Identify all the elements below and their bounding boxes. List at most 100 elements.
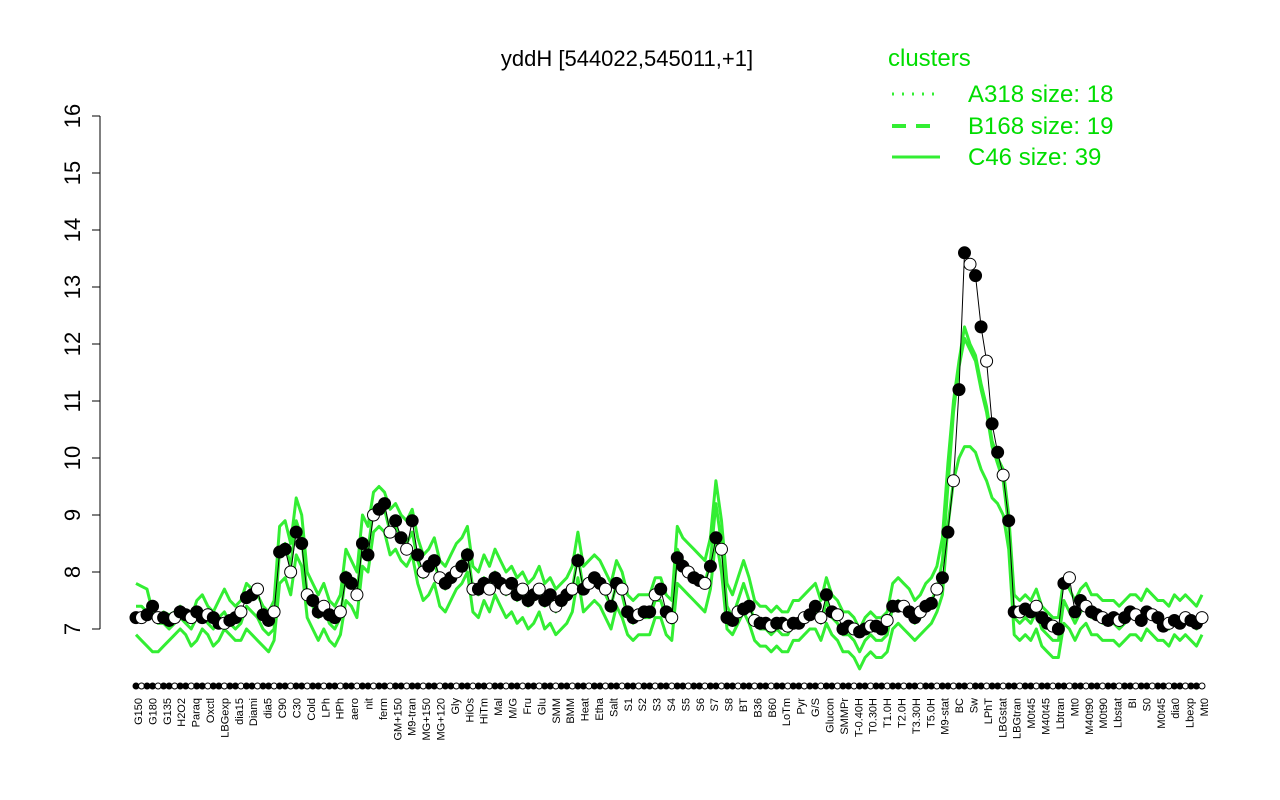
data-point xyxy=(654,582,668,596)
x-tick-label: S0 xyxy=(1141,698,1153,711)
x-tick-label: MG+120 xyxy=(436,698,448,741)
data-point xyxy=(935,571,949,585)
x-tick-label: Diami xyxy=(248,698,260,726)
data-point xyxy=(924,596,938,610)
cluster-series-line-3 xyxy=(134,445,1204,671)
x-tick-label: T5.0H xyxy=(925,698,937,728)
data-point xyxy=(1068,605,1082,619)
data-point xyxy=(814,611,828,625)
data-point xyxy=(703,559,717,573)
x-tick-label: S2 xyxy=(637,698,649,711)
data-point xyxy=(267,605,281,619)
data-point xyxy=(1051,622,1065,636)
y-tick-label: 12 xyxy=(60,332,85,356)
x-tick-label: Cold xyxy=(306,698,318,721)
x-tick-label: Gly xyxy=(450,698,462,715)
data-point xyxy=(355,537,369,550)
x-tick-label: LBGexp xyxy=(219,698,231,738)
data-point xyxy=(460,548,474,562)
x-tick-label: SMMPr xyxy=(839,698,851,735)
x-tick-label: Pyr xyxy=(796,698,808,715)
x-tick-label: SMM xyxy=(551,698,563,724)
x-tick-label: G/S xyxy=(810,698,822,717)
y-axis: 7 8 9 10 11 12 13 14 15 16 xyxy=(60,104,101,635)
x-tick-label: dia15 xyxy=(234,698,246,725)
x-tick-label: LPh xyxy=(320,698,332,718)
data-point xyxy=(742,599,756,613)
data-point xyxy=(941,525,955,539)
x-tick-label: Mt0 xyxy=(1199,698,1211,716)
x-tick-label: T-0.40H xyxy=(853,698,865,737)
data-point xyxy=(251,582,265,596)
x-tick-label: T1.0H xyxy=(882,698,894,728)
data-point xyxy=(427,554,441,568)
x-tick-label: Lbtran xyxy=(1055,698,1067,729)
x-tick-label: LBGtran xyxy=(1012,698,1024,739)
data-point xyxy=(952,383,966,397)
x-tick-label: HiTm xyxy=(479,698,491,724)
x-tick-label: T2.0H xyxy=(897,698,909,728)
x-tick-label: HiOs xyxy=(464,698,476,723)
data-point xyxy=(278,542,292,556)
x-tick-label: G150 xyxy=(133,698,145,725)
x-tick-label: GM+150 xyxy=(392,698,404,741)
legend: clusters A318 size: 18 B168 size: 19 C46… xyxy=(888,45,1113,171)
legend-label-a318: A318 size: 18 xyxy=(968,81,1113,108)
data-point xyxy=(880,613,894,627)
data-point xyxy=(1062,571,1076,585)
x-tick-label: T0.30H xyxy=(868,698,880,734)
x-tick-label: dia5 xyxy=(263,698,275,719)
x-tick-label: S3 xyxy=(652,698,664,711)
x-tick-label: G135 xyxy=(162,698,174,725)
plot-area xyxy=(129,246,1209,671)
data-point xyxy=(383,525,397,539)
x-tick-label: Lbexp xyxy=(1185,698,1197,728)
x-tick-label: Glu xyxy=(536,698,548,715)
x-tick-label: BMM xyxy=(565,698,577,724)
data-point xyxy=(532,582,546,596)
data-point xyxy=(709,531,723,545)
data-point xyxy=(830,608,844,622)
data-point xyxy=(389,514,403,528)
y-tick-label: 7 xyxy=(60,623,85,635)
data-point xyxy=(284,565,298,579)
cluster-series-line-1 xyxy=(135,325,1204,631)
data-point xyxy=(1195,611,1209,625)
data-point xyxy=(665,611,679,625)
data-point xyxy=(543,588,557,602)
data-point xyxy=(930,582,944,596)
x-tick-label: M0t45 xyxy=(1026,698,1038,729)
x-tick-label: Fru xyxy=(522,698,534,715)
data-point xyxy=(344,576,358,590)
data-point xyxy=(394,531,408,545)
data-point xyxy=(996,468,1010,482)
y-tick-label: 9 xyxy=(60,509,85,521)
data-point xyxy=(516,582,530,596)
data-point xyxy=(411,548,425,562)
x-tick-label: Sw xyxy=(969,698,981,713)
x-tick-label: ferm xyxy=(378,698,390,720)
y-tick-label: 8 xyxy=(60,566,85,578)
x-tick-label: BT xyxy=(738,698,750,712)
data-point xyxy=(455,559,469,573)
y-tick-label: 11 xyxy=(60,390,85,413)
x-tick-label: MG+150 xyxy=(421,698,433,741)
x-tick-label: BI xyxy=(1127,698,1139,708)
data-point xyxy=(985,417,999,431)
data-point xyxy=(505,576,519,590)
x-tick-label: M40t45 xyxy=(1041,698,1053,735)
data-point xyxy=(1029,599,1043,613)
x-tick-label: C90 xyxy=(277,698,289,718)
x-tick-label: S6 xyxy=(695,698,707,711)
x-tick-label: S1 xyxy=(623,698,635,711)
data-point xyxy=(565,582,579,596)
data-point xyxy=(808,599,822,613)
x-tick-label: S8 xyxy=(724,698,736,711)
x-tick-label: S4 xyxy=(666,698,678,711)
data-point xyxy=(969,269,983,283)
y-tick-label: 15 xyxy=(60,161,85,185)
x-tick-label: LoTm xyxy=(781,698,793,726)
data-point xyxy=(946,474,960,488)
data-point xyxy=(234,605,248,619)
